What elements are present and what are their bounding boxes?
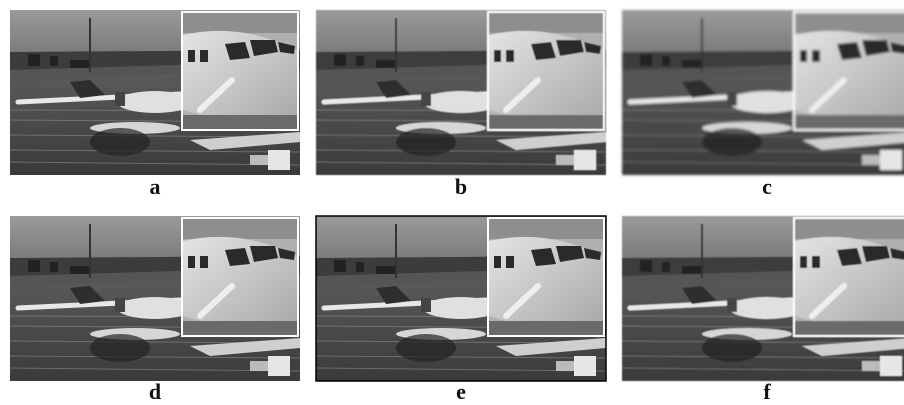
image-panel — [316, 10, 606, 175]
image-panel — [316, 216, 606, 381]
figure: a b c d e f — [0, 0, 904, 405]
panel-label: f — [763, 379, 771, 404]
page: abcdef (() => { const data = JSON.parse(… — [0, 0, 904, 405]
image-panel — [10, 216, 300, 381]
image-panel — [622, 10, 904, 175]
panel-label: c — [762, 174, 772, 199]
panel-label: b — [455, 174, 467, 199]
image-panel — [622, 216, 904, 381]
panel-label: d — [149, 379, 161, 404]
image-panel — [10, 10, 300, 175]
panel-label: e — [456, 379, 466, 404]
panel-label: a — [150, 174, 161, 199]
